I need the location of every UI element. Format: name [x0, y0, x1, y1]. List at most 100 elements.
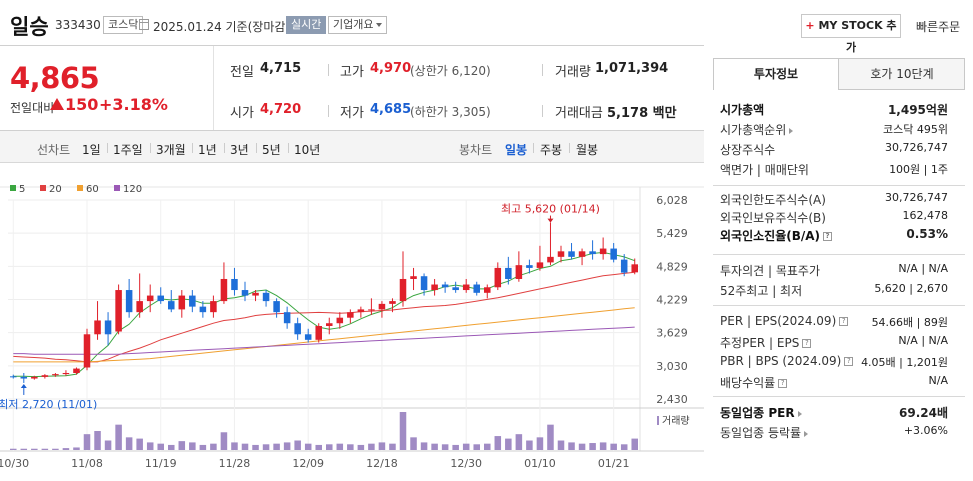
period-5[interactable]: 5년	[262, 143, 281, 157]
info-label[interactable]: 추정PER | EPS?	[720, 334, 812, 351]
info-label-text: 외국인한도주식수(A)	[720, 193, 826, 207]
help-icon[interactable]: ?	[839, 317, 849, 326]
candle-chart-label: 봉차트	[459, 143, 493, 157]
legend-swatch	[40, 185, 46, 191]
company-profile-label: 기업개요	[333, 18, 374, 31]
candle-body	[157, 295, 164, 302]
volume-bar	[315, 444, 322, 450]
info-row: 투자의견 | 목표주가 N/A | N/A	[720, 262, 948, 280]
info-label-text: 시가총액순위	[720, 123, 787, 137]
amount-label: 거래대금	[555, 106, 603, 121]
low-label: 저가	[340, 106, 364, 121]
candle-0[interactable]: 일봉	[505, 143, 528, 157]
candle-body	[536, 262, 544, 268]
candle-body	[557, 251, 565, 257]
info-label[interactable]: 시가총액순위	[720, 121, 794, 138]
volume-bar	[610, 443, 617, 450]
candle-1[interactable]: 주봉	[540, 143, 563, 157]
candle-body	[273, 301, 280, 313]
candle-body	[199, 306, 207, 313]
volume-bar	[52, 448, 59, 450]
candle-body	[41, 375, 49, 377]
volume-bar	[631, 438, 638, 450]
ma-line-5	[13, 251, 635, 378]
lower-limit: (하한가 3,305)	[410, 105, 491, 119]
candle-body	[547, 256, 554, 263]
current-price: 4,865	[10, 61, 100, 95]
stock-code: 333430	[55, 18, 101, 32]
company-profile-dropdown[interactable]: 기업개요	[328, 16, 388, 34]
volume-bar	[273, 443, 280, 450]
info-label[interactable]: 동일업종 등락률	[720, 424, 809, 441]
volume-bar	[452, 444, 459, 450]
candle-body	[452, 287, 459, 291]
volume-bar	[252, 444, 259, 450]
change-label: 전일대비	[10, 101, 55, 115]
candle-body	[631, 264, 638, 273]
info-row: PBR | BPS (2024.09)? 4.05배 | 1,201원	[720, 354, 948, 372]
info-value: 100원 | 1주	[889, 163, 948, 176]
period-3[interactable]: 1년	[198, 143, 217, 157]
info-label[interactable]: 동일업종 PER	[720, 404, 802, 421]
y-tick-label: 5,429	[656, 227, 688, 240]
help-icon[interactable]: ?	[844, 357, 854, 366]
period-6[interactable]: 10년	[294, 143, 321, 157]
help-icon[interactable]: ?	[778, 379, 788, 388]
open-value: 4,720	[260, 102, 302, 117]
volume-bar	[62, 448, 70, 450]
info-value: N/A	[928, 374, 948, 387]
candle-body	[505, 267, 512, 279]
info-value: 54.66배 | 89원	[871, 316, 948, 329]
candle-body	[315, 325, 322, 340]
volume-bar	[473, 444, 480, 450]
prev-close-label: 전일	[230, 65, 254, 80]
candle-body	[473, 284, 480, 293]
volume-bar	[104, 440, 112, 450]
period-0[interactable]: 1일	[82, 143, 101, 157]
panel-divider	[713, 305, 965, 306]
quote-separator	[542, 64, 543, 76]
candle-body	[31, 376, 38, 379]
candle-body	[599, 248, 607, 255]
add-mystock-button[interactable]: + MY STOCK 추가	[801, 14, 901, 54]
period-1[interactable]: 1주일	[113, 143, 143, 157]
volume-bar	[83, 434, 91, 450]
high-arrow-head	[547, 218, 554, 223]
candle-body	[178, 295, 186, 310]
info-label: 액면가 | 매매단위	[720, 161, 809, 178]
quote-separator	[328, 105, 329, 117]
info-value: 1,495억원	[887, 103, 948, 117]
volume-label: 거래량	[555, 65, 591, 80]
info-label[interactable]: 외국인소진율(B/A)?	[720, 227, 833, 244]
candle-body	[515, 265, 523, 279]
realtime-button[interactable]: 실시간	[286, 16, 327, 34]
y-tick-label: 4,229	[656, 294, 688, 307]
tab-investment-info[interactable]: 투자정보	[713, 58, 839, 90]
info-value: 30,726,747	[885, 191, 948, 204]
info-label[interactable]: 배당수익률?	[720, 374, 788, 391]
tab-order-book[interactable]: 호가 10단계	[870, 67, 934, 81]
info-label[interactable]: PBR | BPS (2024.09)?	[720, 354, 854, 368]
help-icon[interactable]: ?	[823, 232, 833, 241]
info-row: 외국인한도주식수(A) 30,726,747	[720, 191, 948, 209]
info-label[interactable]: PER | EPS(2024.09)?	[720, 314, 849, 328]
candle-2[interactable]: 월봉	[576, 143, 599, 157]
x-tick-label: 10/30	[0, 457, 29, 470]
candle-body	[52, 374, 59, 376]
candle-body	[10, 376, 17, 378]
quick-order-link[interactable]: 빠른주문	[916, 20, 961, 34]
candle-body	[399, 278, 407, 302]
period-4[interactable]: 3년	[230, 143, 249, 157]
candle-body	[578, 251, 586, 257]
volume-legend-swatch	[657, 416, 659, 425]
volume-bar	[568, 442, 575, 450]
period-2[interactable]: 3개월	[156, 143, 186, 157]
quote-separator	[328, 64, 329, 76]
info-label-text: 동일업종 PER	[720, 406, 795, 420]
help-icon[interactable]: ?	[802, 339, 812, 348]
legend-label: 120	[123, 184, 142, 195]
volume-bar	[557, 440, 565, 450]
info-label-text: 52주최고 | 최저	[720, 284, 803, 298]
y-tick-label: 4,829	[656, 260, 688, 273]
candle-body	[494, 267, 502, 288]
